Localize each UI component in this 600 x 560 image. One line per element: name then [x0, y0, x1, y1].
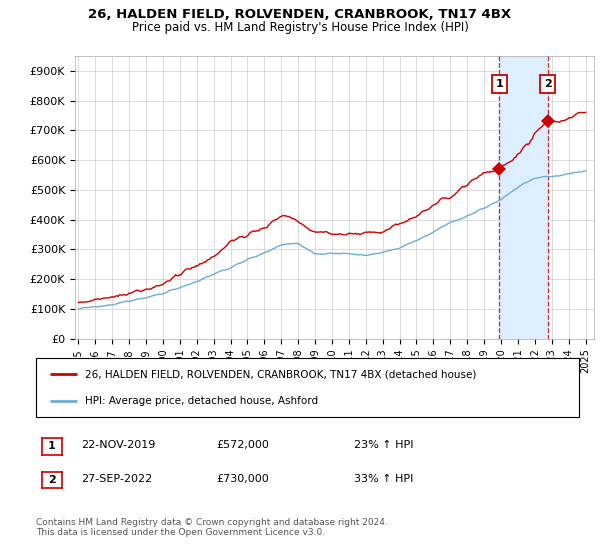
- Text: 33% ↑ HPI: 33% ↑ HPI: [354, 474, 413, 484]
- Text: 1: 1: [496, 80, 503, 89]
- Text: 27-SEP-2022: 27-SEP-2022: [81, 474, 152, 484]
- Bar: [499, 56, 548, 339]
- Text: HPI: Average price, detached house, Ashford: HPI: Average price, detached house, Ashf…: [85, 396, 318, 407]
- Text: 1: 1: [48, 441, 56, 451]
- Text: Price paid vs. HM Land Registry's House Price Index (HPI): Price paid vs. HM Land Registry's House …: [131, 21, 469, 34]
- Text: 2: 2: [48, 475, 56, 485]
- Text: 26, HALDEN FIELD, ROLVENDEN, CRANBROOK, TN17 4BX (detached house): 26, HALDEN FIELD, ROLVENDEN, CRANBROOK, …: [85, 369, 476, 379]
- Text: 26, HALDEN FIELD, ROLVENDEN, CRANBROOK, TN17 4BX: 26, HALDEN FIELD, ROLVENDEN, CRANBROOK, …: [88, 8, 512, 21]
- Text: £730,000: £730,000: [216, 474, 269, 484]
- Text: £572,000: £572,000: [216, 440, 269, 450]
- Text: 2: 2: [544, 80, 551, 89]
- Text: 22-NOV-2019: 22-NOV-2019: [81, 440, 155, 450]
- Text: 23% ↑ HPI: 23% ↑ HPI: [354, 440, 413, 450]
- Text: Contains HM Land Registry data © Crown copyright and database right 2024.
This d: Contains HM Land Registry data © Crown c…: [36, 518, 388, 538]
